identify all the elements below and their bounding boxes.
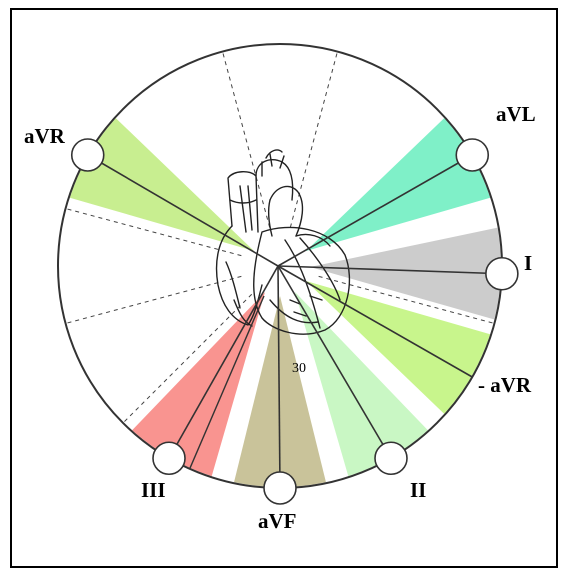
lead-axes (87, 154, 502, 489)
dashed-line (289, 51, 338, 228)
label-neg-aVR: - aVR (478, 373, 532, 397)
dashed-reference-lines (65, 51, 495, 424)
lead-electrodes (70, 138, 519, 505)
sector-neg-aVR (305, 281, 491, 414)
label-aVL: aVL (496, 102, 536, 126)
heart-illustration (215, 149, 351, 335)
lead-sectors (69, 118, 501, 488)
axis-aVL (277, 154, 473, 267)
angle-marker-label: 30 (292, 361, 306, 376)
label-aVR: aVR (24, 124, 66, 148)
label-aVF: aVF (258, 509, 297, 533)
dashed-line (65, 275, 242, 324)
electrode-aVF (263, 471, 297, 505)
electrode-II (374, 441, 408, 476)
label-I: I (524, 251, 532, 275)
dashed-line (122, 293, 253, 424)
electrode-I (485, 256, 519, 291)
axis-I (277, 265, 502, 275)
electrode-aVR (70, 138, 105, 172)
axis-neg-aVR (277, 265, 473, 378)
lead-labels: aVR aVL I - aVR II aVF III (24, 102, 536, 533)
axis-aVF (277, 265, 281, 489)
axis-III (168, 265, 279, 459)
sector-I (309, 227, 501, 320)
sector-aVR (69, 118, 255, 252)
sector-aVL (305, 118, 491, 252)
axis-aVR (87, 154, 279, 267)
sector-aVF (234, 296, 326, 488)
dashed-line (222, 51, 271, 228)
electrode-aVL (455, 138, 490, 172)
electrode-III (152, 441, 186, 476)
label-II: II (410, 478, 426, 502)
label-III: III (141, 478, 166, 502)
axis-III-secondary (189, 295, 265, 470)
dashed-line (65, 208, 242, 257)
axis-II (277, 265, 392, 459)
sector-III (132, 291, 265, 477)
dashed-line (318, 275, 495, 324)
sector-II (295, 291, 428, 477)
